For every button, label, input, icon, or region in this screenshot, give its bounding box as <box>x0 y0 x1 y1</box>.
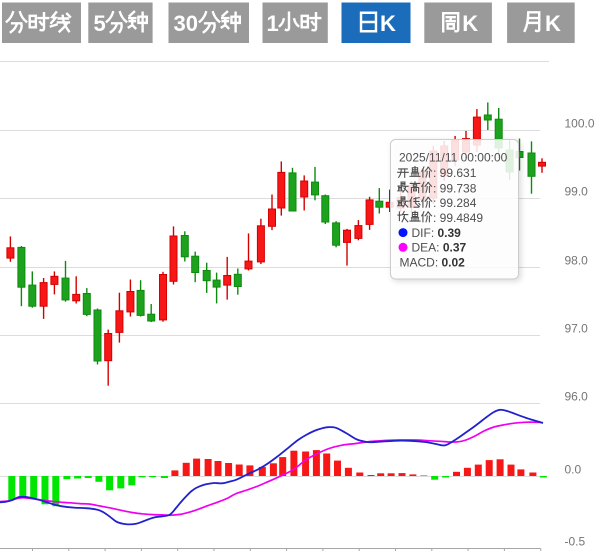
svg-text:: 99.4849: : 99.4849 <box>433 211 483 225</box>
svg-text:K: K <box>545 11 561 36</box>
svg-text:DIF: 0.39: DIF: 0.39 <box>412 226 462 240</box>
svg-text:98.0: 98.0 <box>565 253 589 267</box>
svg-text:: 99.738: : 99.738 <box>433 181 477 195</box>
svg-text:: 99.284: : 99.284 <box>433 196 477 210</box>
svg-text:MACD: 0.02: MACD: 0.02 <box>400 256 466 270</box>
svg-text:-0.5: -0.5 <box>565 535 586 549</box>
svg-text:100.0: 100.0 <box>565 116 595 130</box>
svg-text:K: K <box>462 11 478 36</box>
svg-text:97.0: 97.0 <box>565 321 589 335</box>
svg-text:K: K <box>380 11 396 36</box>
svg-text:1: 1 <box>267 11 279 36</box>
svg-text:DEA: 0.37: DEA: 0.37 <box>412 241 467 255</box>
svg-text:0.0: 0.0 <box>565 462 582 476</box>
svg-text:5: 5 <box>94 11 106 36</box>
svg-text:96.0: 96.0 <box>565 390 589 404</box>
svg-text:99.0: 99.0 <box>565 184 589 198</box>
svg-text:2025/11/11 00:00:00: 2025/11/11 00:00:00 <box>399 150 508 164</box>
svg-text:30: 30 <box>174 11 198 36</box>
svg-text:: 99.631: : 99.631 <box>433 166 477 180</box>
